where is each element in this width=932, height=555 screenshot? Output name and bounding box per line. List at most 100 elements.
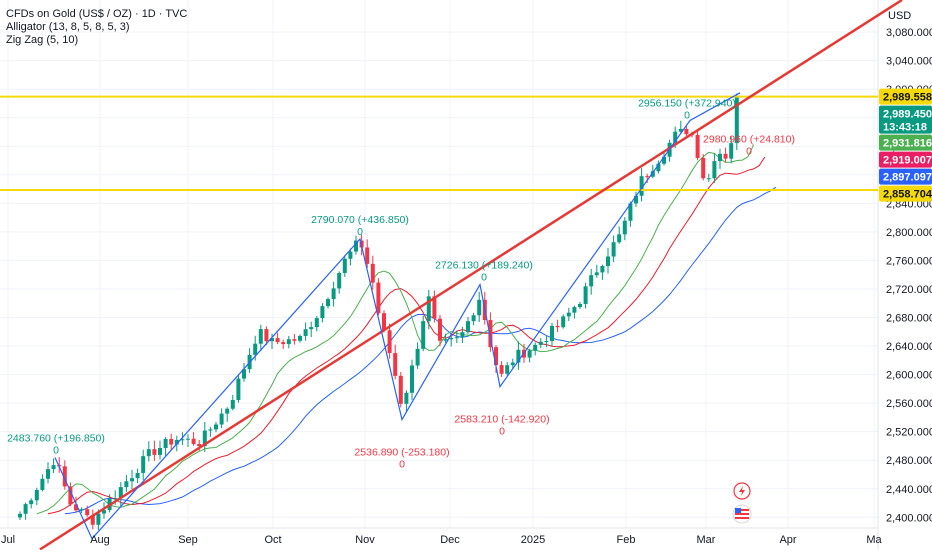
candle-up bbox=[622, 220, 627, 235]
candle-up bbox=[611, 242, 616, 257]
candle-up bbox=[230, 399, 235, 409]
zigzag-labels: 2483.760 (+196.850) 0 2790.070 (+436.850) 0… bbox=[7, 97, 795, 470]
candle-up bbox=[354, 240, 358, 252]
time-tick-label: Nov bbox=[355, 534, 375, 546]
candle-up bbox=[505, 365, 510, 374]
candle-up bbox=[426, 296, 431, 322]
candle-up bbox=[348, 251, 353, 259]
candle-up bbox=[404, 392, 409, 404]
candle-up bbox=[578, 303, 582, 308]
price-tag bbox=[879, 134, 932, 151]
candle-up bbox=[298, 335, 302, 341]
candle-up bbox=[734, 96, 739, 144]
candle-up bbox=[639, 176, 644, 196]
alligator-jaw-line bbox=[64, 186, 777, 515]
candle-down bbox=[370, 263, 375, 283]
grid bbox=[0, 0, 879, 550]
zigzag-count-label: 0 bbox=[499, 426, 505, 438]
zigzag-count-label: 0 bbox=[746, 145, 752, 157]
candle-up bbox=[712, 161, 717, 179]
candle-up bbox=[415, 348, 420, 366]
candle-up bbox=[96, 513, 101, 525]
chart-icons bbox=[732, 482, 752, 524]
candle-up bbox=[544, 340, 549, 342]
candle-down bbox=[382, 313, 386, 331]
candle-up bbox=[337, 273, 342, 289]
price-tick-label: 2,560.000 bbox=[886, 398, 932, 410]
candle-up bbox=[331, 288, 336, 300]
candle-up bbox=[320, 306, 325, 319]
candle-up bbox=[729, 143, 734, 159]
candle-up bbox=[471, 315, 476, 322]
zigzag-line bbox=[54, 92, 741, 540]
zigzag-value-label: 2790.070 (+436.850) bbox=[311, 214, 409, 226]
candle-down bbox=[701, 157, 706, 179]
lightning-icon[interactable] bbox=[733, 482, 751, 500]
candle-up bbox=[303, 329, 308, 336]
alligator-indicator bbox=[36, 144, 777, 515]
time-axis[interactable]: Jul Aug Sep Oct Nov Dec 2025 Feb Mar Apr Ma bbox=[1, 534, 883, 546]
price-tag-label: 2,858.704 bbox=[883, 189, 932, 201]
alligator-legend[interactable]: Alligator (13, 8, 5, 8, 5, 3) bbox=[6, 21, 130, 33]
candle-down bbox=[152, 449, 157, 455]
candle-up bbox=[594, 272, 599, 276]
candle-down bbox=[275, 338, 280, 343]
candle-up bbox=[561, 316, 566, 328]
candle-up bbox=[113, 498, 118, 500]
zigzag-legend[interactable]: Zig Zag (5, 10) bbox=[6, 34, 79, 46]
candle-up bbox=[124, 481, 129, 488]
candle-down bbox=[723, 153, 728, 159]
time-tick-label: Aug bbox=[90, 534, 110, 546]
candle-up bbox=[158, 448, 162, 455]
candle-up bbox=[460, 332, 465, 338]
candle-down bbox=[488, 319, 493, 348]
us-flag-icon[interactable] bbox=[732, 504, 752, 524]
time-tick-label: Sep bbox=[178, 534, 198, 546]
candle-up bbox=[466, 321, 470, 333]
zigzag-count-label: 0 bbox=[481, 272, 487, 284]
candle-up bbox=[410, 365, 414, 393]
candle-up bbox=[219, 413, 224, 425]
candle-up bbox=[600, 266, 605, 273]
zigzag-value-label: 2483.760 (+196.850) bbox=[7, 433, 105, 445]
candle-up bbox=[650, 171, 655, 177]
time-tick-label: Ma bbox=[866, 534, 882, 546]
candle-up bbox=[18, 513, 22, 518]
candle-up bbox=[40, 478, 45, 490]
zigzag-value-label: 2956.150 (+372.940) bbox=[638, 97, 736, 109]
time-tick-label: 2025 bbox=[521, 534, 545, 546]
candle-down bbox=[292, 339, 297, 341]
zigzag-count-label: 0 bbox=[684, 109, 690, 121]
candle-up bbox=[130, 478, 134, 482]
candle-down bbox=[197, 443, 202, 447]
price-tick-label: 2,600.000 bbox=[886, 370, 932, 382]
time-tick-label: Oct bbox=[264, 534, 281, 546]
candle-up bbox=[51, 465, 56, 470]
price-tick-label: 3,040.000 bbox=[886, 56, 932, 68]
candle-up bbox=[118, 487, 123, 499]
price-tick-label: 2,440.000 bbox=[886, 484, 932, 496]
candle-up bbox=[533, 344, 538, 351]
candle-up bbox=[258, 329, 263, 344]
time-tick-label: Feb bbox=[617, 534, 636, 546]
price-tag bbox=[879, 185, 932, 202]
candle-up bbox=[208, 429, 213, 431]
candle-down bbox=[555, 325, 560, 328]
candle-up bbox=[23, 504, 28, 514]
price-tag-label: 2,989.450 bbox=[883, 109, 932, 121]
candle-up bbox=[477, 299, 482, 316]
candle-up bbox=[538, 341, 543, 345]
candle-up bbox=[443, 339, 448, 341]
alligator-lips-line bbox=[36, 144, 755, 515]
candle-up bbox=[617, 234, 622, 243]
candle-down bbox=[169, 438, 174, 445]
symbol-title[interactable]: CFDs on Gold (US$ / OZ) · 1D · TVC bbox=[6, 8, 188, 20]
candle-up bbox=[135, 472, 140, 479]
candle-up bbox=[718, 153, 722, 162]
candle-up bbox=[34, 489, 39, 501]
candle-up bbox=[656, 163, 661, 172]
price-axis[interactable]: 2,400.000 2,440.000 2,480.000 2,520.000 2,56… bbox=[879, 10, 932, 524]
price-tag bbox=[879, 105, 932, 134]
